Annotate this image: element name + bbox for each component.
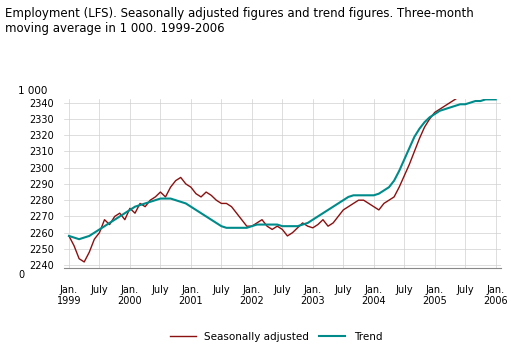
Text: Employment (LFS). Seasonally adjusted figures and trend figures. Three-month
mov: Employment (LFS). Seasonally adjusted fi… bbox=[5, 7, 474, 35]
Trend bbox=[472, 99, 478, 103]
Seasonally adjusted bbox=[198, 195, 204, 199]
Trend bbox=[142, 201, 148, 206]
Trend bbox=[482, 97, 489, 102]
Seasonally adjusted bbox=[66, 234, 72, 238]
Seasonally adjusted bbox=[81, 260, 87, 264]
Trend bbox=[218, 224, 224, 228]
Trend bbox=[198, 211, 204, 215]
Text: 0: 0 bbox=[18, 270, 25, 280]
Seasonally adjusted bbox=[284, 234, 290, 238]
Seasonally adjusted bbox=[493, 71, 499, 76]
Seasonally adjusted bbox=[472, 84, 478, 88]
Line: Seasonally adjusted: Seasonally adjusted bbox=[69, 73, 496, 262]
Seasonally adjusted bbox=[203, 190, 209, 194]
Text: 1 000: 1 000 bbox=[18, 86, 48, 96]
Trend bbox=[284, 224, 290, 228]
Trend bbox=[493, 97, 499, 102]
Legend: Seasonally adjusted, Trend: Seasonally adjusted, Trend bbox=[166, 328, 386, 346]
Seasonally adjusted bbox=[218, 201, 224, 206]
Trend bbox=[66, 234, 72, 238]
Trend bbox=[76, 237, 82, 241]
Trend bbox=[203, 214, 209, 219]
Seasonally adjusted bbox=[142, 204, 148, 209]
Line: Trend: Trend bbox=[69, 99, 496, 239]
